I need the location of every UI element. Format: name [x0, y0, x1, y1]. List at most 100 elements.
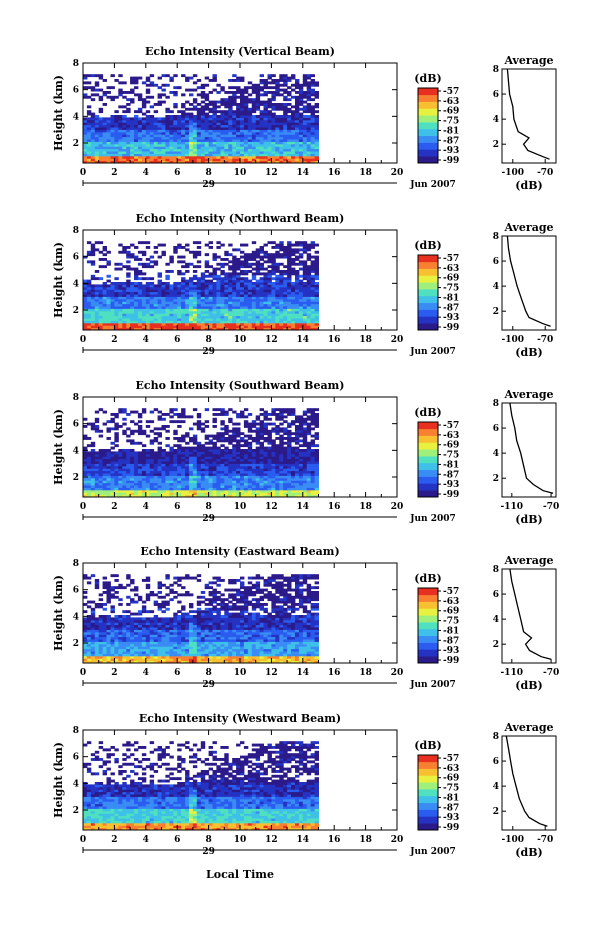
heatmap-cell [122, 148, 127, 152]
heatmap-cell [255, 434, 261, 438]
heatmap-cell [271, 93, 276, 97]
heatmap-cell [267, 320, 272, 324]
heatmap-cell [302, 81, 308, 85]
heatmap-cell [110, 463, 115, 467]
heatmap-cell [122, 298, 127, 302]
heatmap-cell [130, 253, 135, 257]
heatmap-cell [267, 449, 272, 452]
heatmap-cell [295, 325, 300, 329]
heatmap-cell [259, 485, 264, 488]
heatmap-cell [267, 437, 272, 440]
heatmap-cell [232, 315, 237, 319]
heatmap-cell [141, 327, 147, 331]
heatmap-cell [149, 310, 155, 314]
heatmap-cell [247, 282, 253, 285]
heatmap-cell [114, 492, 119, 496]
heatmap-cell [279, 124, 284, 128]
heatmap-cell [302, 492, 308, 496]
heatmap-cell [114, 432, 119, 436]
heatmap-cell [200, 492, 206, 496]
heatmap-cell [192, 301, 198, 305]
heatmap-cell [224, 306, 229, 309]
heatmap-cell [189, 117, 194, 121]
heatmap-cell [255, 463, 261, 467]
heatmap-cell [228, 286, 233, 290]
heatmap-cell [298, 294, 304, 297]
heatmap-cell [149, 458, 155, 462]
average-frame [501, 235, 557, 331]
heatmap-cell [157, 480, 162, 484]
heatmap-cell [118, 134, 123, 138]
heatmap-cell [243, 258, 249, 261]
heatmap-cell [243, 127, 249, 130]
heatmap-cell [94, 277, 100, 281]
heatmap-cell [126, 265, 131, 269]
heatmap-cell [177, 131, 182, 135]
heatmap-cell [279, 117, 284, 121]
heatmap-cell [157, 153, 162, 157]
heatmap-cell [310, 301, 315, 305]
heatmap-cell [161, 282, 166, 285]
heatmap-cell [216, 320, 221, 324]
heatmap-cell [228, 148, 233, 152]
heatmap-cell [122, 470, 127, 474]
heatmap-cell [130, 117, 135, 121]
heatmap-cell [83, 477, 88, 481]
heatmap-cell [192, 303, 198, 307]
heatmap-cell [306, 122, 312, 126]
heatmap-cell [251, 131, 257, 135]
heatmap-cell [145, 131, 151, 135]
heatmap-cell [271, 265, 276, 269]
heatmap-cell [83, 131, 88, 135]
heatmap-cell [114, 124, 119, 128]
heatmap-cell [302, 465, 308, 469]
heatmap-cell [291, 267, 296, 271]
heatmap-cell [106, 487, 111, 491]
heatmap-cell [228, 458, 233, 462]
heatmap-cell [287, 250, 292, 254]
heatmap-cell [204, 485, 210, 488]
heatmap-cell [240, 325, 245, 329]
heatmap-cell [192, 315, 198, 319]
heatmap-cell [243, 282, 249, 285]
heatmap-cell [283, 129, 288, 133]
heatmap-cell [192, 463, 198, 467]
heatmap-cell [271, 465, 276, 469]
colorbar-tick-label: -87 [443, 136, 459, 146]
heatmap-cell [208, 446, 213, 450]
heatmap-cell [145, 139, 151, 142]
heatmap-cell [130, 458, 135, 462]
heatmap-cell [204, 153, 210, 157]
heatmap-cell [271, 489, 276, 493]
heatmap-cell [240, 146, 245, 150]
heatmap-cell [314, 301, 319, 305]
heatmap-cell [291, 325, 296, 329]
heatmap-cell [118, 303, 123, 307]
heatmap-cell [208, 301, 213, 305]
heatmap-cell [255, 93, 261, 97]
x-tick-label: 12 [265, 168, 278, 178]
heatmap-cell [98, 494, 104, 498]
heatmap-cell [240, 475, 245, 479]
heatmap-cell [86, 151, 92, 154]
heatmap-cell [271, 107, 276, 111]
heatmap-cell [283, 461, 288, 464]
heatmap-cell [298, 325, 304, 329]
panel-2: Echo Intensity (Northward Beam)0 2 4 6 8 10 12… [52, 212, 557, 359]
heatmap-cell [259, 303, 264, 307]
heatmap-cell [169, 301, 174, 305]
heatmap-cell [181, 325, 186, 329]
heatmap-cell [295, 468, 300, 472]
heatmap-cell [314, 272, 319, 276]
heatmap-cell [153, 148, 159, 152]
heatmap-cell [275, 122, 280, 126]
heatmap-cell [255, 313, 261, 317]
heatmap-cell [271, 315, 276, 319]
heatmap-cell [287, 248, 292, 252]
heatmap-cell [295, 124, 300, 128]
heatmap-cell [118, 458, 123, 462]
heatmap-cell [236, 248, 241, 252]
heatmap-cell [161, 492, 166, 496]
heatmap-cell [137, 482, 143, 486]
heatmap-cell [255, 473, 261, 476]
